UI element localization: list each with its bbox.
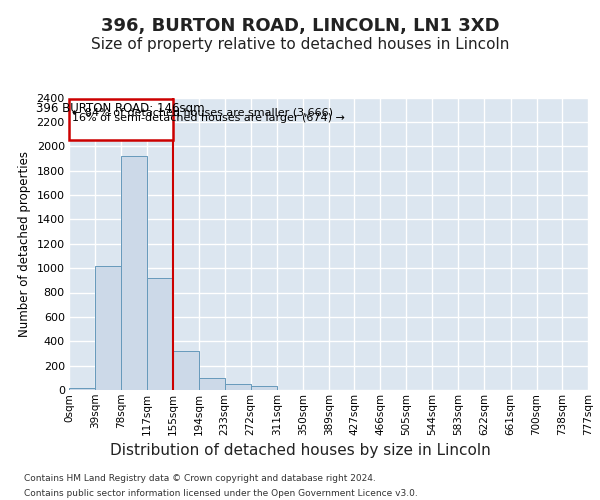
Text: Contains public sector information licensed under the Open Government Licence v3: Contains public sector information licen… <box>24 489 418 498</box>
Text: 396, BURTON ROAD, LINCOLN, LN1 3XD: 396, BURTON ROAD, LINCOLN, LN1 3XD <box>101 18 499 36</box>
Text: Contains HM Land Registry data © Crown copyright and database right 2024.: Contains HM Land Registry data © Crown c… <box>24 474 376 483</box>
Text: 396 BURTON ROAD: 146sqm: 396 BURTON ROAD: 146sqm <box>37 102 205 114</box>
Text: 16% of semi-detached houses are larger (674) →: 16% of semi-detached houses are larger (… <box>71 114 344 124</box>
FancyBboxPatch shape <box>69 100 173 140</box>
Bar <box>173 351 199 390</box>
Y-axis label: Number of detached properties: Number of detached properties <box>18 151 31 337</box>
Bar <box>199 378 224 390</box>
Text: ← 84% of detached houses are smaller (3,666): ← 84% of detached houses are smaller (3,… <box>71 108 332 118</box>
Bar <box>121 156 147 390</box>
Text: Distribution of detached houses by size in Lincoln: Distribution of detached houses by size … <box>110 442 490 458</box>
Bar <box>251 386 277 390</box>
Text: Size of property relative to detached houses in Lincoln: Size of property relative to detached ho… <box>91 38 509 52</box>
Bar <box>224 384 251 390</box>
Bar <box>147 278 173 390</box>
Bar <box>95 266 121 390</box>
Bar <box>69 388 95 390</box>
